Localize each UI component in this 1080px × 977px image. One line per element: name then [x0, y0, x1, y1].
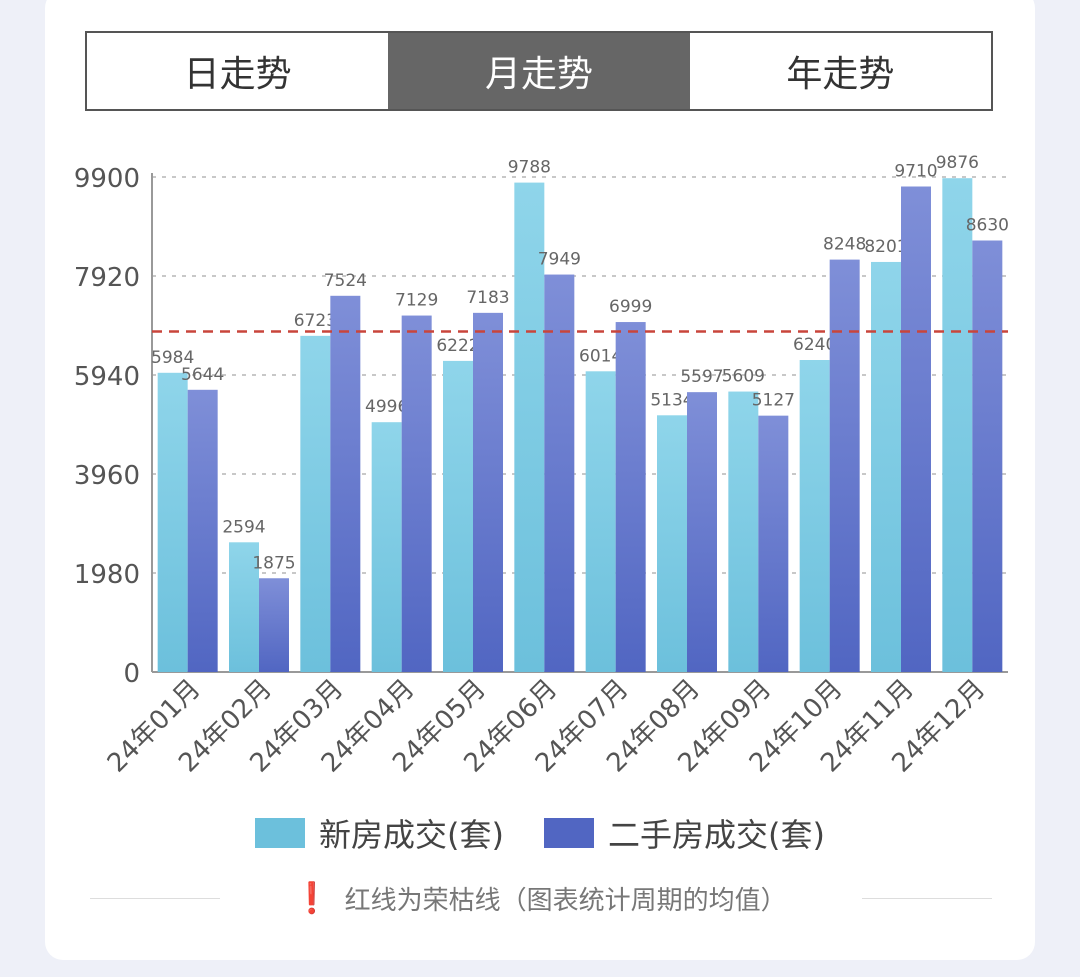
- bar-new-house: [728, 391, 759, 672]
- data-label: 9710: [894, 162, 937, 182]
- bar-second-hand: [758, 415, 789, 672]
- legend-label-new-house: 新房成交(套): [319, 816, 504, 854]
- legend-swatch-new-house: [255, 818, 306, 848]
- avg-line-note: ❗ 红线为荣枯线（图表统计周期的均值）: [0, 876, 1080, 920]
- data-label: 4996: [365, 397, 408, 417]
- legend-item-new-house[interactable]: 新房成交(套): [255, 810, 504, 856]
- bar-second-hand: [330, 295, 361, 672]
- bar-second-hand: [901, 186, 931, 672]
- data-label: 5984: [151, 348, 194, 368]
- data-label: 6723: [294, 311, 337, 331]
- y-tick-label: 3960: [74, 461, 140, 491]
- note-divider-left: [90, 898, 220, 899]
- data-label: 9876: [936, 153, 979, 173]
- bar-second-hand: [473, 312, 503, 672]
- data-label: 8630: [966, 216, 1009, 236]
- data-label: 7129: [395, 291, 438, 311]
- y-tick-label: 1980: [74, 560, 140, 590]
- data-label: 7183: [466, 288, 509, 308]
- bar-new-house: [443, 360, 473, 672]
- bar-new-house: [371, 422, 402, 672]
- data-label: 7949: [538, 250, 581, 270]
- bar-new-house: [799, 360, 830, 672]
- data-label: 6222: [436, 336, 479, 356]
- data-label: 2594: [222, 517, 265, 537]
- bar-second-hand: [829, 259, 860, 672]
- data-label: 6014: [579, 346, 622, 366]
- bar-new-house: [871, 261, 901, 672]
- y-tick-label: 0: [123, 659, 140, 689]
- data-label: 5609: [722, 367, 765, 387]
- note-divider-right: [862, 898, 992, 899]
- legend-swatch-second-hand: [544, 818, 594, 848]
- legend-item-second-hand[interactable]: 二手房成交(套): [544, 810, 825, 856]
- legend-label-second-hand: 二手房成交(套): [608, 816, 825, 854]
- bar-chart: 0198039605940792099005984564424年01月25941…: [74, 153, 1009, 778]
- bar-second-hand: [615, 322, 646, 672]
- bar-new-house: [657, 415, 687, 672]
- bar-second-hand: [687, 392, 717, 672]
- tab-yearly[interactable]: 年走势: [689, 33, 991, 109]
- data-label: 6240: [793, 335, 836, 355]
- bar-new-house: [157, 372, 188, 672]
- data-label: 6999: [609, 297, 652, 317]
- bar-new-house: [585, 371, 616, 672]
- exclamation-icon: ❗: [293, 880, 331, 916]
- data-label: 5127: [752, 391, 795, 411]
- data-label: 1875: [252, 553, 295, 573]
- bar-second-hand: [544, 274, 575, 672]
- data-label: 8248: [823, 235, 866, 255]
- tab-monthly[interactable]: 月走势: [388, 33, 690, 109]
- y-tick-label: 9900: [74, 164, 140, 194]
- y-tick-label: 7920: [74, 263, 140, 293]
- bar-new-house: [942, 178, 973, 672]
- tab-daily[interactable]: 日走势: [87, 33, 389, 109]
- bar-second-hand: [259, 578, 289, 672]
- data-label: 5644: [181, 365, 224, 385]
- data-label: 5134: [650, 390, 693, 410]
- period-tabs: 日走势 月走势 年走势: [85, 31, 993, 111]
- bar-new-house: [514, 182, 545, 672]
- bar-second-hand: [187, 389, 218, 672]
- bar-new-house: [229, 542, 259, 672]
- bar-new-house: [300, 335, 331, 672]
- bar-second-hand: [401, 315, 432, 672]
- bar-second-hand: [972, 240, 1003, 672]
- y-tick-label: 5940: [74, 362, 140, 392]
- chart-legend: 新房成交(套) 二手房成交(套): [0, 808, 1080, 858]
- note-text: 红线为荣枯线（图表统计周期的均值）: [344, 885, 787, 916]
- data-label: 7524: [324, 271, 367, 291]
- data-label: 5597: [680, 367, 723, 387]
- data-label: 9788: [508, 158, 551, 178]
- data-label: 8201: [864, 237, 907, 257]
